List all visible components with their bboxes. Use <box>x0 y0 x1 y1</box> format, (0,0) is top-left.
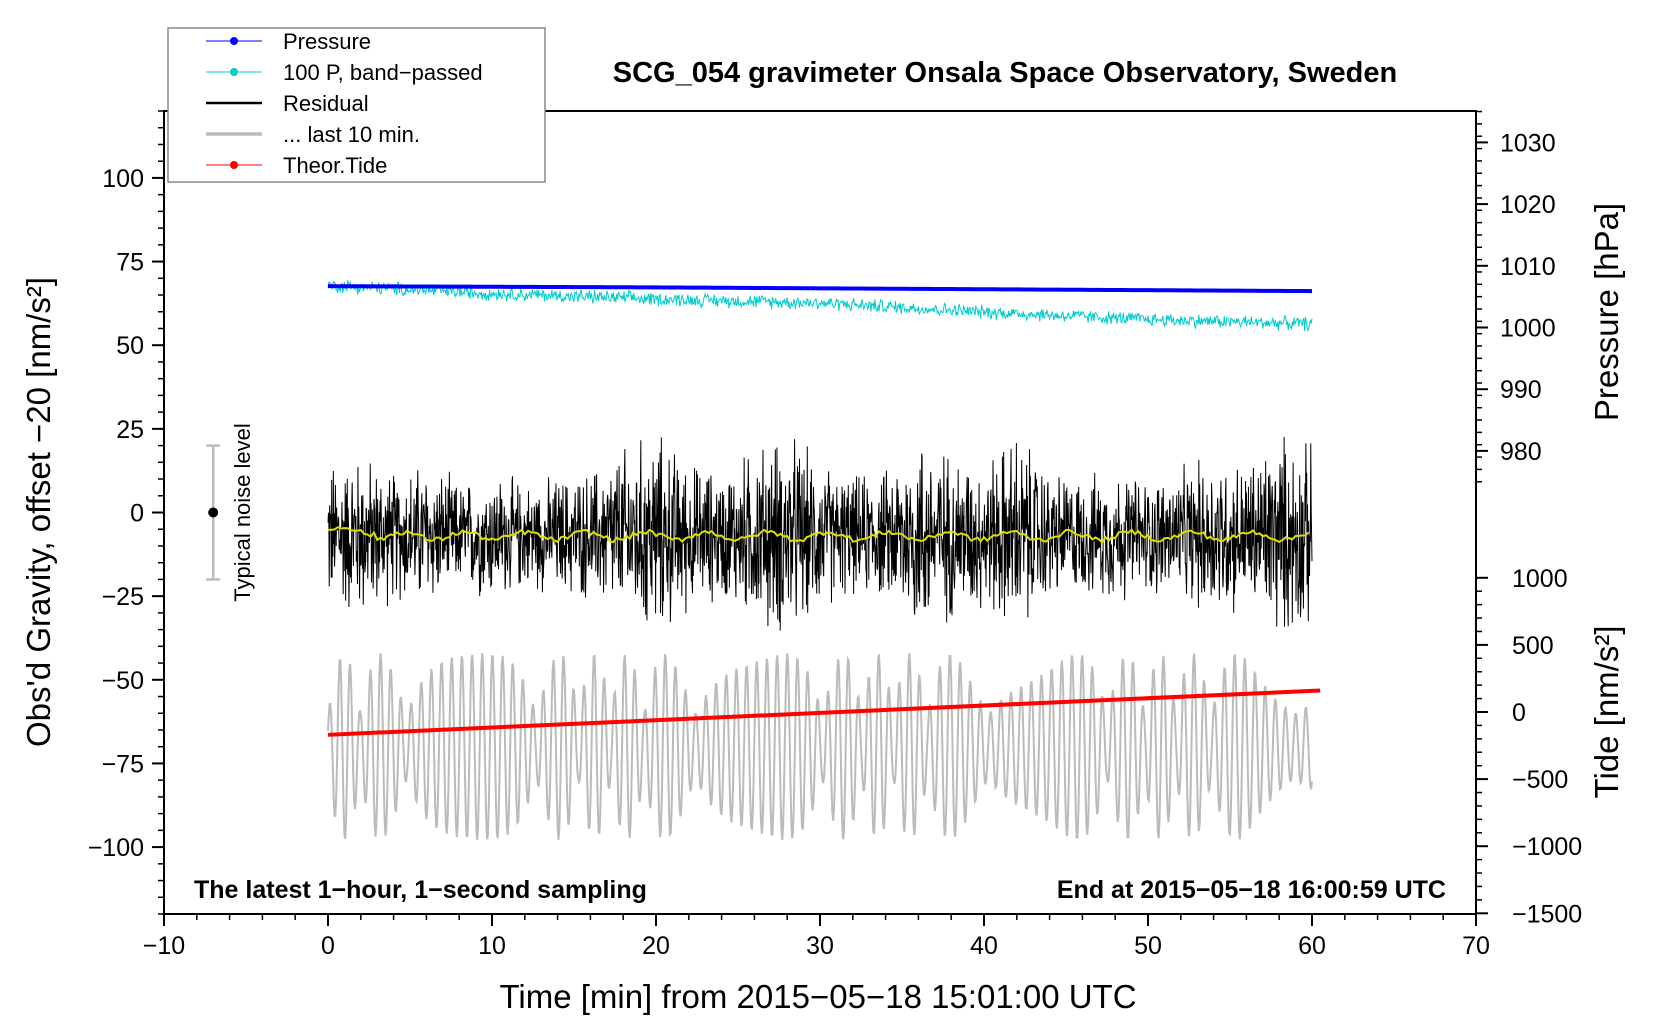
noise-bar-label: Typical noise level <box>230 423 255 602</box>
pressure-tick-label: 1030 <box>1500 129 1556 157</box>
x-tick-label: 30 <box>806 932 834 960</box>
axes: −10 0 10 20 30 40 50 60 701007550250−25−50−75−10… <box>88 110 1582 960</box>
x-tick-label: 70 <box>1462 932 1490 960</box>
x-tick-label: 10 <box>478 932 506 960</box>
tide-tick-label: −500 <box>1512 766 1568 794</box>
tide-tick-label: −1000 <box>1512 833 1582 861</box>
x-tick-label: 50 <box>1134 932 1162 960</box>
legend-label: 100 P, band−passed <box>283 60 483 85</box>
legend-label: Theor.Tide <box>283 153 387 178</box>
noise-bar-dot <box>208 507 219 518</box>
tide-tick-label: 1000 <box>1512 565 1568 593</box>
legend-swatch-dot <box>230 37 238 45</box>
tide-tick-label: 0 <box>1512 699 1526 727</box>
x-tick-label: 20 <box>642 932 670 960</box>
y-left-tick-label: 75 <box>116 249 144 277</box>
y-left-tick-label: −75 <box>102 750 144 778</box>
legend-label: Residual <box>283 91 369 116</box>
legend: Pressure 100 P, band−passed Residual ... la… <box>167 27 546 183</box>
x-tick-label: 60 <box>1298 932 1326 960</box>
x-tick-label: −10 <box>143 932 185 960</box>
noise-level-bar: Typical noise level <box>206 423 255 602</box>
legend-swatch-dot <box>230 68 238 76</box>
pressure-bandpassed-trace <box>327 279 1313 333</box>
legend-label: Pressure <box>283 29 371 54</box>
y-left-tick-label: 50 <box>116 332 144 360</box>
y-axis-label-pressure: Pressure [hPa] <box>1588 203 1625 421</box>
x-tick-label: 40 <box>970 932 998 960</box>
residual-trace <box>327 437 1313 631</box>
residual-smoothed-trace <box>327 526 1310 544</box>
y-left-tick-label: −50 <box>102 667 144 695</box>
y-left-tick-label: −25 <box>102 583 144 611</box>
legend-swatch-dot <box>230 161 238 169</box>
pressure-tick-label: 990 <box>1500 376 1542 404</box>
annotation-left: The latest 1−hour, 1−second sampling <box>194 876 647 904</box>
pressure-tick-label: 1020 <box>1500 191 1556 219</box>
legend-item: Residual <box>206 91 369 116</box>
theoretical-tide-trace <box>327 688 1321 737</box>
x-tick-label: 0 <box>321 932 335 960</box>
pressure-tick-label: 1010 <box>1500 253 1556 281</box>
legend-label: ... last 10 min. <box>283 122 420 147</box>
traces <box>327 279 1321 841</box>
legend-item: Theor.Tide <box>206 153 387 178</box>
last-10-min-trace <box>327 653 1313 841</box>
y-left-tick-label: 25 <box>116 416 144 444</box>
legend-box <box>167 27 546 183</box>
y-axis-label-tide: Tide [nm/s²] <box>1588 626 1625 799</box>
y-left-tick-label: 0 <box>130 500 144 528</box>
pressure-trace <box>327 284 1313 294</box>
legend-item: 100 P, band−passed <box>206 60 483 85</box>
pressure-tick-label: 980 <box>1500 438 1542 466</box>
y-axis-label-left: Obs'd Gravity, offset −20 [nm/s²] <box>20 277 57 747</box>
y-left-tick-label: 100 <box>102 165 144 193</box>
legend-item: ... last 10 min. <box>206 122 420 147</box>
tide-tick-label: −1500 <box>1512 900 1582 928</box>
y-left-tick-label: −100 <box>88 834 144 862</box>
tide-tick-label: 500 <box>1512 632 1554 660</box>
legend-item: Pressure <box>206 29 371 54</box>
chart-title: SCG_054 gravimeter Onsala Space Observat… <box>613 57 1397 89</box>
pressure-tick-label: 1000 <box>1500 315 1556 343</box>
annotation-right: End at 2015−05−18 16:00:59 UTC <box>1057 876 1446 904</box>
x-axis-label: Time [min] from 2015−05−18 15:01:00 UTC <box>499 978 1136 1015</box>
